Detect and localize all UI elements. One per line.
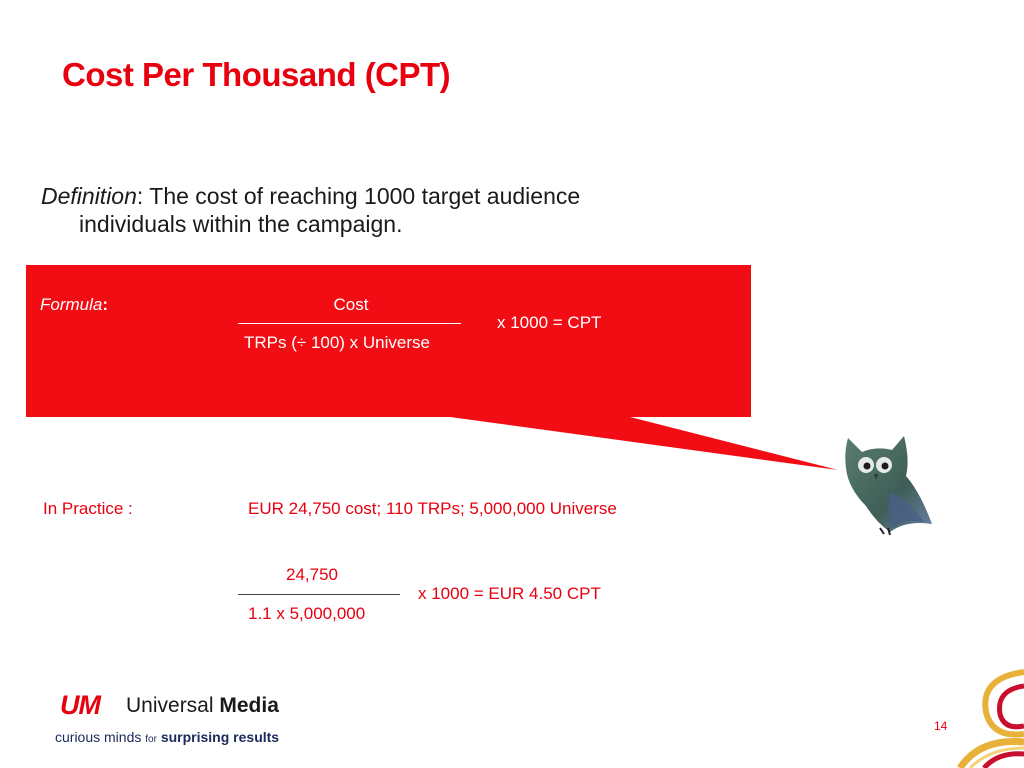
calculation-result: x 1000 = EUR 4.50 CPT: [418, 584, 601, 603]
page-title: Cost Per Thousand (CPT): [62, 56, 451, 93]
formula-label: Formula:: [40, 295, 109, 314]
calculation-numerator: 24,750: [286, 565, 338, 584]
calculation-denominator: 1.1 x 5,000,000: [248, 604, 366, 623]
formula-numerator: Cost: [333, 295, 369, 314]
in-practice-text: EUR 24,750 cost; 110 TRPs; 5,000,000 Uni…: [248, 499, 617, 518]
calculation-fraction-line: [238, 594, 400, 595]
tagline: curious minds for surprising results: [55, 729, 280, 745]
formula-denominator: TRPs (÷ 100) x Universe: [244, 333, 430, 352]
owl-icon: [845, 436, 932, 536]
definition-line1: The cost of reaching 1000 target audienc…: [149, 183, 581, 209]
in-practice-label: In Practice :: [43, 499, 133, 518]
um-logo-mark: UM: [60, 690, 101, 720]
formula-fraction-line: [238, 323, 461, 324]
page-number: 14: [934, 719, 948, 733]
definition-text: Definition: The cost of reaching 1000 ta…: [41, 182, 681, 238]
formula-callout-box: [26, 265, 751, 417]
definition-label: Definition:: [41, 183, 150, 209]
formula-result: x 1000 = CPT: [497, 313, 602, 332]
definition-line2: individuals within the campaign.: [79, 211, 403, 237]
swirl-decoration: [957, 669, 1024, 768]
logo-name: Universal Media: [126, 694, 279, 717]
